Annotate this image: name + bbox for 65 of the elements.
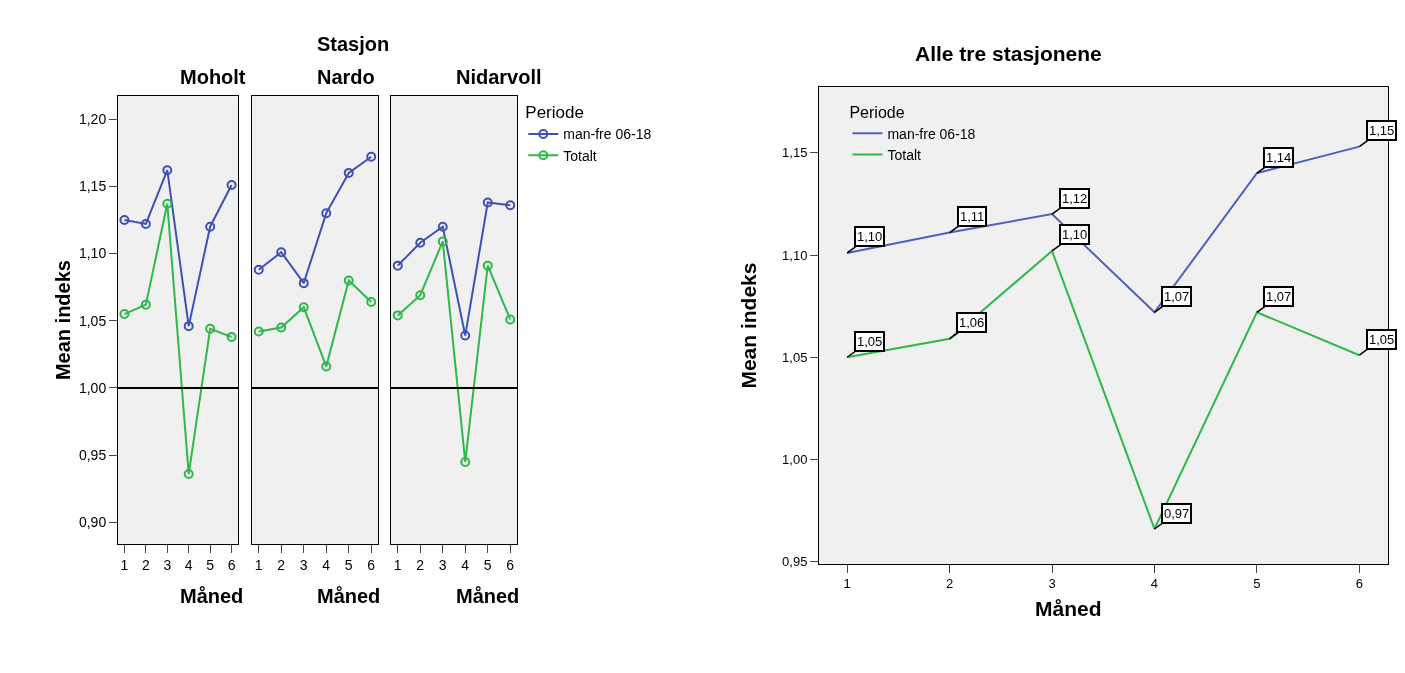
y-tick-label: 1,10 [78,245,107,262]
y-tick-label: 0,95 [78,447,107,464]
y-axis-title: Mean indeks [51,260,74,381]
x-tick-label: 4 [184,556,193,573]
legend-label: Totalt [563,147,597,164]
text: Stasjon [317,33,390,55]
y-tick-label: 1,20 [78,111,107,128]
y-tick-label: 0,95 [782,554,808,570]
data-label: 1,05 [857,334,883,349]
x-tick-label: 2 [277,556,286,573]
y-tick-label: 1,10 [782,247,808,263]
chart-title: Alle tre stasjonene [915,42,1102,65]
x-tick-label: 2 [141,556,150,573]
data-label: 1,07 [1164,289,1190,304]
x-axis-title: Måned [1035,597,1102,620]
x-tick-label: 6 [1355,576,1363,592]
y-tick-label: 1,05 [78,312,107,329]
data-label: 1,14 [1266,150,1292,165]
x-tick-label: 6 [367,556,376,573]
data-label: 1,15 [1369,123,1395,138]
x-tick-label: 6 [506,556,515,573]
data-label: 1,06 [959,315,985,330]
data-label: 1,10 [857,229,883,244]
data-label: 1,10 [1062,227,1088,242]
y-axis-title: Mean indeks [737,262,761,389]
data-label: 1,05 [1369,332,1395,347]
x-tick-label: 3 [438,556,447,573]
x-tick-label: 4 [461,556,470,573]
x-tick-label: 3 [299,556,308,573]
chart-title: Moholt [180,66,246,88]
y-tick-label: 1,15 [78,178,107,195]
x-tick-label: 5 [206,556,215,573]
data-label: 1,12 [1062,191,1088,206]
legend-title: Periode [525,103,584,123]
data-label: 1,07 [1266,289,1292,304]
x-tick-label: 6 [227,556,236,573]
x-axis-title: Måned [456,585,520,607]
data-label: 1,11 [960,209,985,224]
y-tick-label: 1,00 [78,379,107,396]
x-tick-label: 3 [1048,576,1056,592]
y-tick-label: 1,00 [782,452,808,468]
legend-label: man-fre 06-18 [563,126,652,143]
x-tick-label: 5 [1253,576,1261,592]
y-tick-label: 1,15 [782,145,808,161]
x-tick-label: 1 [843,576,851,592]
x-tick-label: 1 [120,556,129,573]
x-tick-label: 5 [483,556,492,573]
legend-title: Periode [849,103,905,121]
x-tick-label: 2 [945,576,954,592]
x-axis-title: Måned [180,585,244,607]
chart-title: Nardo [317,66,375,88]
x-tick-label: 1 [393,556,402,573]
x-tick-label: 1 [254,556,263,573]
chart-title: Nidarvoll [456,66,542,88]
y-tick-label: 0,90 [78,514,107,531]
x-tick-label: 4 [322,556,331,573]
x-tick-label: 2 [416,556,425,573]
y-tick-label: 1,05 [782,349,808,365]
x-tick-label: 3 [163,556,172,573]
data-label: 0,97 [1164,506,1190,521]
x-tick-label: 5 [344,556,353,573]
x-axis-title: Måned [317,585,381,607]
x-tick-label: 4 [1150,576,1159,592]
legend-label: Totalt [887,146,922,163]
legend-label: man-fre 06-18 [887,125,976,142]
